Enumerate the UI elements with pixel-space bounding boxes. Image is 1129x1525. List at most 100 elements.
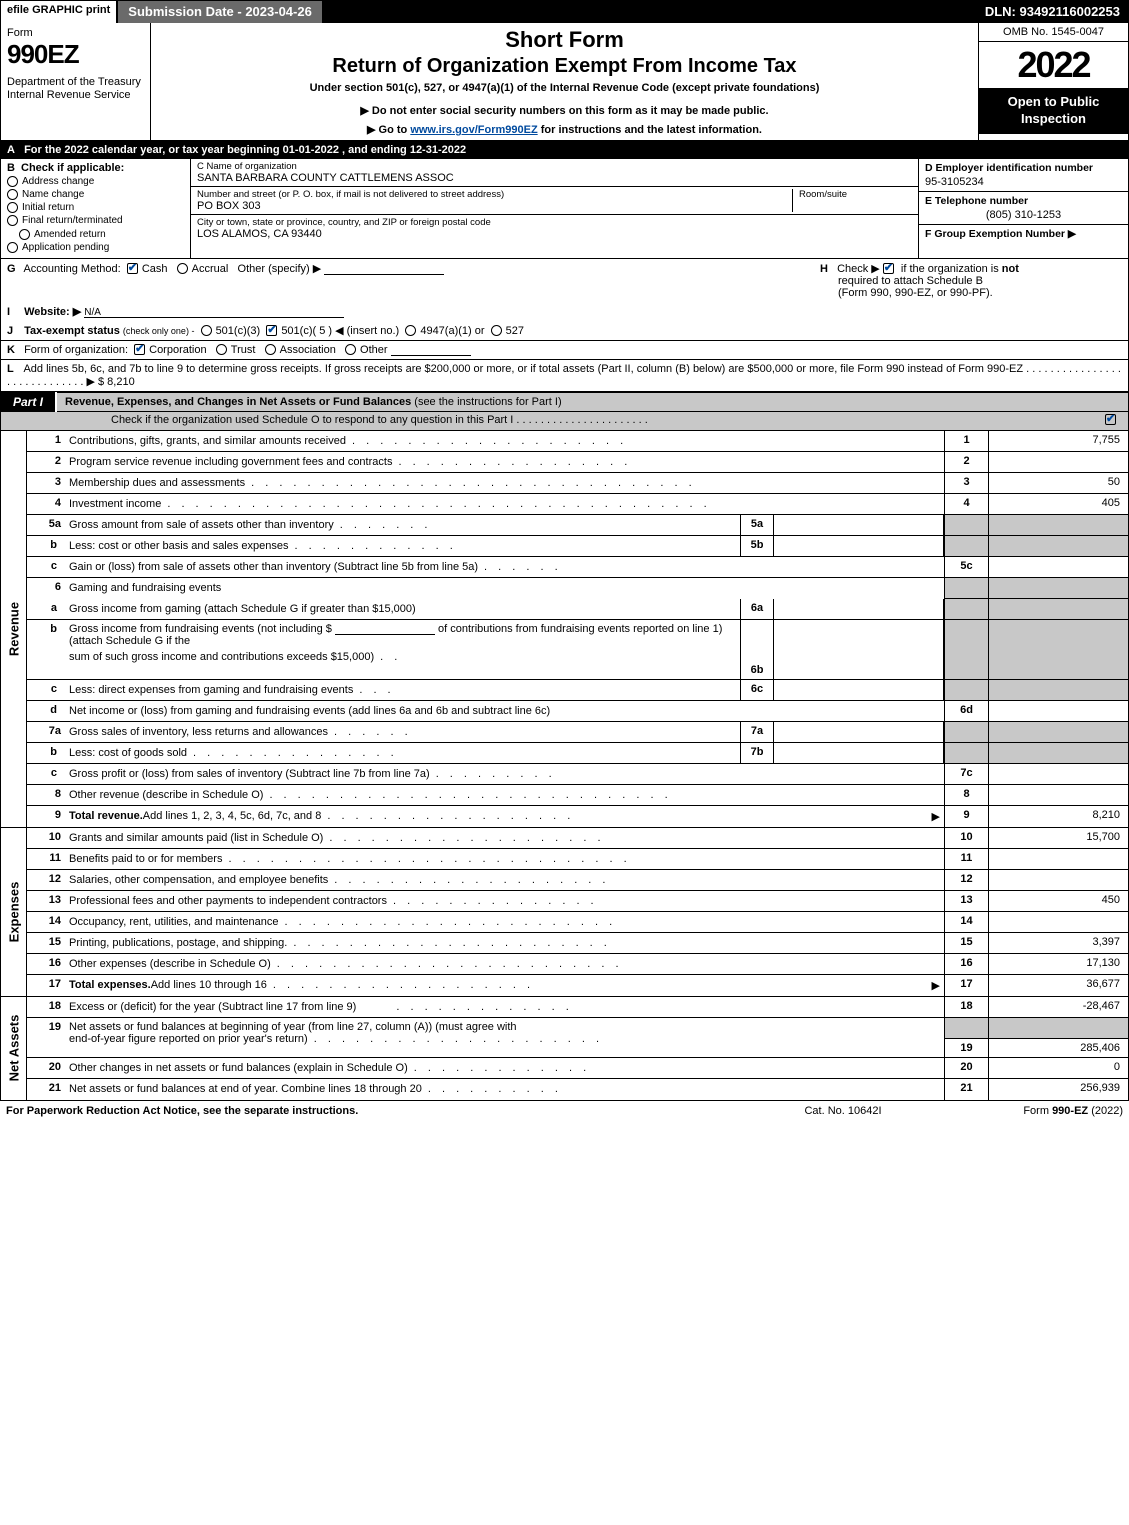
j-o4: 527 <box>506 325 524 337</box>
l-arrow: ▶ <box>86 376 94 388</box>
checkbox-other-org[interactable] <box>345 344 356 355</box>
checkbox-501c[interactable] <box>266 325 277 336</box>
checkbox-corporation[interactable] <box>134 344 145 355</box>
h-text2: if the organization is <box>901 263 999 275</box>
line-10-ref: 10 <box>944 828 988 848</box>
checkbox-final-return[interactable] <box>7 215 18 226</box>
line-20: 20 Other changes in net assets or fund b… <box>27 1058 1128 1079</box>
line-5c: c Gain or (loss) from sale of assets oth… <box>27 557 1128 578</box>
submission-date: Submission Date - 2023-04-26 <box>118 1 324 23</box>
line-5c-ref: 5c <box>944 557 988 577</box>
line-5a-no: 5a <box>27 515 65 535</box>
checkbox-address-change[interactable] <box>7 176 18 187</box>
h-text4: (Form 990, 990-EZ, or 990-PF). <box>820 287 993 299</box>
g-other-input[interactable] <box>324 263 444 275</box>
checkbox-association[interactable] <box>265 344 276 355</box>
expenses-lines: 10 Grants and similar amounts paid (list… <box>27 828 1128 996</box>
dots: . . <box>374 651 736 663</box>
dots: . . . . . . . . . . . . . . . . . . . . … <box>161 498 940 510</box>
line-6c-mini-val <box>774 680 944 700</box>
d-ein: 95-3105234 <box>925 176 1122 188</box>
dots: . . . . . . . . . . . . . . . . . . <box>321 810 931 822</box>
checkbox-527[interactable] <box>491 325 502 336</box>
checkbox-initial-return[interactable] <box>7 202 18 213</box>
k-other-input[interactable] <box>391 344 471 356</box>
checkbox-4947[interactable] <box>405 325 416 336</box>
checkbox-h[interactable] <box>883 263 894 274</box>
omb-number: OMB No. 1545-0047 <box>979 23 1128 42</box>
checkbox-name-change[interactable] <box>7 189 18 200</box>
g-accrual: Accrual <box>192 263 229 275</box>
part1-title-suffix: (see the instructions for Part I) <box>411 396 561 408</box>
checkbox-trust[interactable] <box>216 344 227 355</box>
i-website-input[interactable]: N/A <box>84 306 344 318</box>
sidelabel-netassets: Net Assets <box>1 997 27 1100</box>
line-19-no: 19 <box>27 1018 65 1057</box>
c-name-hdr: C Name of organization <box>197 161 912 172</box>
line-6d-no: d <box>27 701 65 721</box>
footer-right: Form 990-EZ (2022) <box>943 1105 1123 1117</box>
instructions-link[interactable]: www.irs.gov/Form990EZ <box>410 124 537 136</box>
checkbox-cash[interactable] <box>127 263 138 274</box>
line-9-no: 9 <box>27 806 65 827</box>
line-7b: b Less: cost of goods sold. . . . . . . … <box>27 743 1128 764</box>
line-7c-no: c <box>27 764 65 784</box>
line-6b-no: b <box>27 620 65 679</box>
dots: . . . . . . . . . . . . . . . . . . . <box>267 979 932 991</box>
checkbox-accrual[interactable] <box>177 263 188 274</box>
line-5b-amt-shade <box>988 536 1128 556</box>
column-b: BCheck if applicable: Address change Nam… <box>1 159 191 258</box>
ssn-note: ▶ Do not enter social security numbers o… <box>157 104 972 117</box>
line-6: 6 Gaming and fundraising events <box>27 578 1128 599</box>
label-l: L <box>7 363 21 375</box>
header-center: Short Form Return of Organization Exempt… <box>151 23 978 140</box>
line-6b-input[interactable] <box>335 623 435 635</box>
line-3: 3 Membership dues and assessments. . . .… <box>27 473 1128 494</box>
b-item-5: Application pending <box>22 242 109 253</box>
line-19-desc2: end-of-year figure reported on prior yea… <box>69 1033 308 1045</box>
line-5c-desc: Gain or (loss) from sale of assets other… <box>69 561 478 573</box>
checkbox-schedule-o[interactable] <box>1105 414 1116 425</box>
line-2-desc: Program service revenue including govern… <box>69 456 392 468</box>
line-5a: 5a Gross amount from sale of assets othe… <box>27 515 1128 536</box>
h-text3: required to attach Schedule B <box>820 275 983 287</box>
line-8-amt <box>988 785 1128 805</box>
line-17-no: 17 <box>27 975 65 996</box>
instructions-link-row: ▶ Go to www.irs.gov/Form990EZ for instru… <box>157 123 972 136</box>
line-3-amt: 50 <box>988 473 1128 493</box>
page-footer: For Paperwork Reduction Act Notice, see … <box>0 1101 1129 1121</box>
form-header: Form 990EZ Department of the Treasury In… <box>1 23 1128 141</box>
line-7b-desc: Less: cost of goods sold <box>69 747 187 759</box>
line-1-desc: Contributions, gifts, grants, and simila… <box>69 435 346 447</box>
h-text1: Check ▶ <box>837 263 880 275</box>
checkbox-amended-return[interactable] <box>19 229 30 240</box>
c-room-suite-hdr: Room/suite <box>792 189 912 212</box>
line-8-desc: Other revenue (describe in Schedule O) <box>69 789 263 801</box>
checkbox-application-pending[interactable] <box>7 242 18 253</box>
line-6d: d Net income or (loss) from gaming and f… <box>27 701 1128 722</box>
line-3-no: 3 <box>27 473 65 493</box>
dots: . . . . . . <box>328 726 736 738</box>
line-14-desc: Occupancy, rent, utilities, and maintena… <box>69 916 279 928</box>
dots: . . . . . . . . . . <box>422 1083 940 1095</box>
checkbox-501c3[interactable] <box>201 325 212 336</box>
dln-label: DLN: 93492116002253 <box>977 1 1128 23</box>
arrow-icon: ▶ <box>932 979 940 992</box>
b-item-0: Address change <box>22 176 94 187</box>
part1-tab: Part I <box>1 392 57 412</box>
dots: . . . . . . . . . . . . . . . <box>387 895 940 907</box>
footer-cat-no: Cat. No. 10642I <box>743 1105 943 1117</box>
line-20-no: 20 <box>27 1058 65 1078</box>
line-18-no: 18 <box>27 997 65 1017</box>
line-1: 1 Contributions, gifts, grants, and simi… <box>27 431 1128 452</box>
revenue-lines: 1 Contributions, gifts, grants, and simi… <box>27 431 1128 827</box>
line-14-ref: 14 <box>944 912 988 932</box>
c-org-name: SANTA BARBARA COUNTY CATTLEMENS ASSOC <box>197 172 912 184</box>
line-13-amt: 450 <box>988 891 1128 911</box>
g-label: Accounting Method: <box>23 263 120 275</box>
line-6b-desc1: Gross income from fundraising events (no… <box>69 623 332 635</box>
sidelabel-revenue: Revenue <box>1 431 27 827</box>
line-21-desc: Net assets or fund balances at end of ye… <box>69 1083 422 1095</box>
efile-print-label[interactable]: efile GRAPHIC print <box>1 1 118 23</box>
c-city-hdr: City or town, state or province, country… <box>197 217 912 228</box>
